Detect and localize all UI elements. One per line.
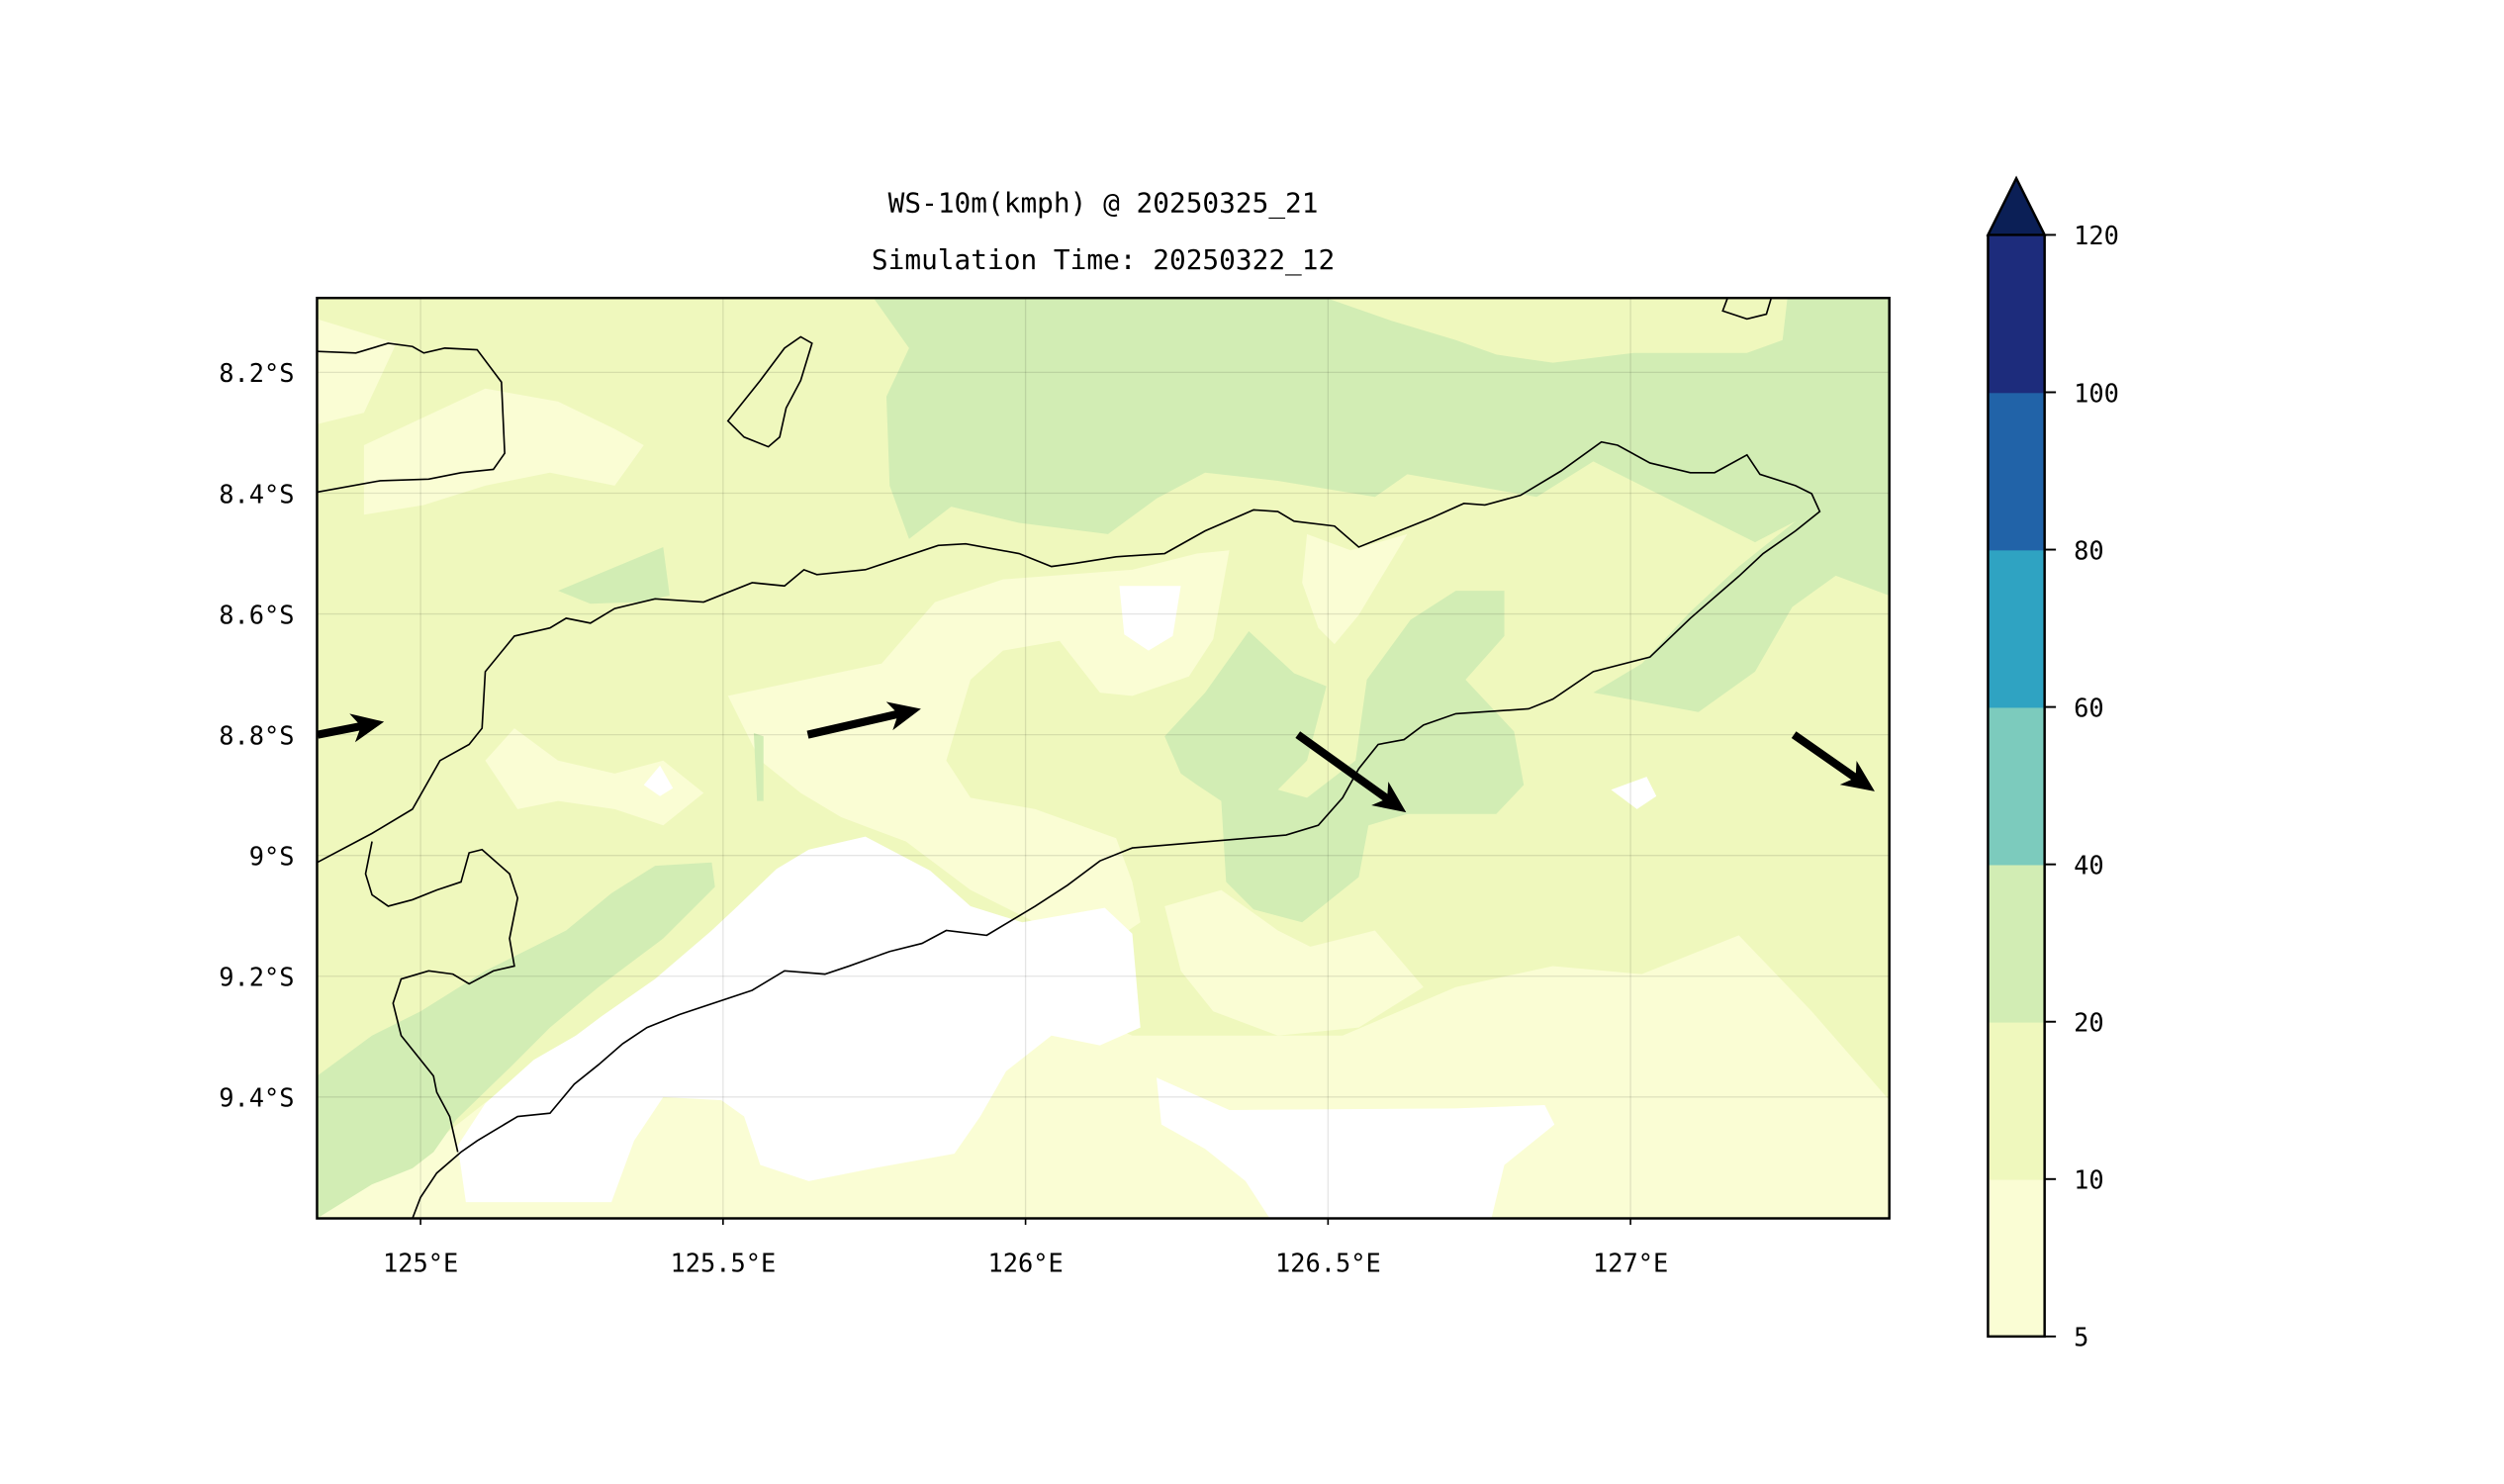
x-tick-label: 125°E: [383, 1248, 458, 1277]
wind-arrow-shape: [806, 701, 921, 739]
chart-title: WS-10m(kmph) @ 20250325_21: [888, 187, 1319, 221]
x-tick-label: 126.5°E: [1275, 1248, 1381, 1277]
map-area: [317, 298, 1890, 1219]
x-axis: 125°E 125.5°E 126°E 126.5°E 127°E: [383, 1218, 1668, 1277]
y-tick-label: 8.6°S: [219, 600, 294, 629]
y-tick-label: 8.4°S: [219, 479, 294, 509]
contour-20-40-region: [1164, 591, 1525, 923]
colorbar-segment: [1988, 864, 2045, 1023]
coastline-timor-west: [364, 841, 519, 1153]
y-axis: 8.2°S 8.4°S 8.6°S 8.8°S 9°S 9.2°S 9.4°S: [219, 358, 294, 1112]
contour-below-5-region: [643, 586, 1657, 809]
colorbar-segment: [1988, 392, 2045, 551]
contour-20-40-region: [317, 546, 715, 1219]
x-tick-label: 127°E: [1593, 1248, 1668, 1277]
wind-arrow: [1791, 731, 1875, 791]
colorbar-segment: [1988, 234, 2045, 394]
contour-5-10-region: [727, 550, 1230, 939]
colorbar-tick-label: 40: [2074, 850, 2104, 880]
coastline-wetar-island: [1721, 298, 1773, 321]
y-tick-label: 9°S: [249, 841, 295, 871]
y-tick-label: 9.4°S: [219, 1083, 294, 1113]
colorbar-extend-arrow: [1986, 175, 2047, 236]
colorbar-tick-label: 100: [2074, 378, 2119, 408]
wind-arrow: [1295, 731, 1407, 813]
wind-arrow-shape: [1295, 731, 1407, 813]
colorbar-segment: [1988, 706, 2045, 866]
contour-5-10-region: [485, 728, 704, 826]
contour-below-5-region: [457, 836, 1141, 1203]
wind-arrow: [806, 701, 921, 739]
y-tick-label: 9.2°S: [219, 963, 294, 992]
colorbar-tick-label: 20: [2074, 1008, 2104, 1038]
wind-arrow-shape: [317, 713, 385, 743]
map-frame: [316, 296, 1891, 1220]
colorbar: 5 10 20 40 60 80 100 120: [1986, 175, 2119, 1352]
colorbar-tick-label: 5: [2074, 1323, 2088, 1352]
coastline-alor-island: [317, 342, 506, 494]
y-tick-label: 8.2°S: [219, 358, 294, 388]
chart-subtitle: Simulation Time: 20250322_12: [872, 243, 1335, 277]
coastline-small-island: [726, 335, 813, 448]
contour-20-40-region: [1593, 520, 1844, 712]
contour-5-10-region: [1302, 533, 1408, 645]
x-tick-label: 126°E: [987, 1248, 1063, 1277]
colorbar-segment: [1988, 549, 2045, 708]
colorbar-segment: [1988, 1021, 2045, 1180]
coastline-timor-north: [317, 440, 1821, 1219]
contour-5-10-region: [317, 319, 644, 515]
contour-20-40-region: [873, 298, 1890, 597]
contour-5-10-region: [1164, 889, 1424, 1036]
y-tick-label: 8.8°S: [219, 720, 294, 750]
colorbar-tick-label: 60: [2074, 693, 2104, 722]
colorbar-frame: [1987, 234, 2046, 1339]
coastlines: [317, 298, 1821, 1219]
wind-arrow: [317, 713, 385, 743]
colorbar-tick-label: 10: [2074, 1165, 2104, 1195]
colorbar-segment: [1988, 1178, 2045, 1338]
wind-arrow-shape: [1791, 731, 1875, 791]
x-tick-label: 125.5°E: [670, 1248, 776, 1277]
wind-vectors: [317, 701, 1875, 813]
contour-below-5-region: [1157, 1077, 1555, 1219]
colorbar-tick-label: 80: [2074, 535, 2104, 565]
colorbar-tick-label: 120: [2074, 221, 2119, 250]
